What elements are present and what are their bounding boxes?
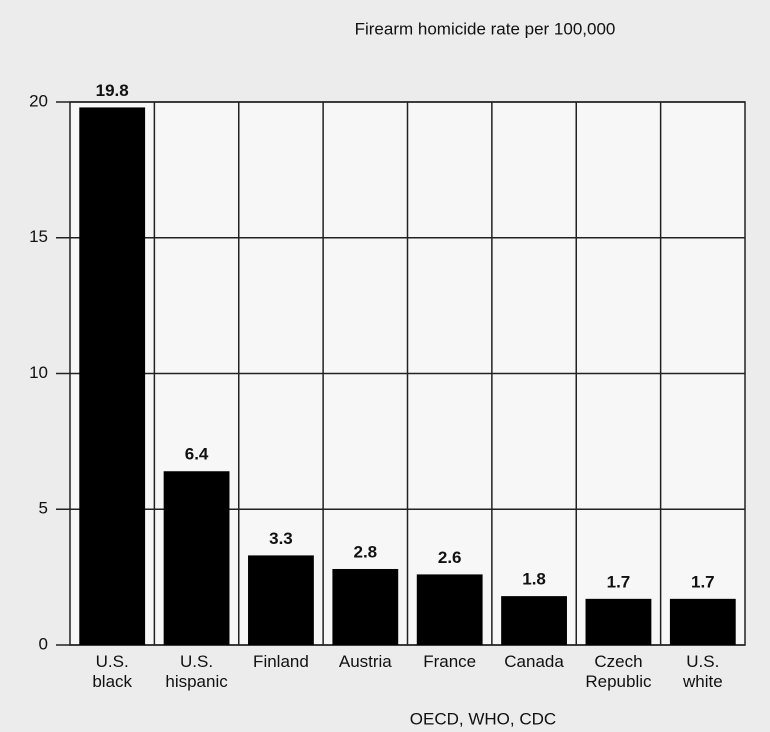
chart-title: Firearm homicide rate per 100,000 [355, 19, 616, 38]
source-note: OECD, WHO, CDC [410, 709, 556, 728]
y-tick-label: 15 [29, 227, 48, 246]
value-label: 19.8 [96, 81, 129, 100]
bar [585, 598, 652, 645]
value-label: 1.7 [607, 572, 631, 591]
value-label: 2.6 [438, 548, 462, 567]
bar [669, 598, 736, 645]
x-tick-label: Czech Republic [585, 652, 652, 691]
value-label: 2.8 [353, 542, 377, 561]
value-label: 1.7 [691, 572, 715, 591]
value-label: 1.8 [522, 570, 546, 589]
y-tick-label: 10 [29, 363, 48, 382]
bar [79, 107, 146, 646]
bar [501, 596, 567, 645]
x-tick-label: U.S. black [92, 652, 133, 691]
value-label: 3.3 [269, 529, 293, 548]
x-tick-label: Finland [253, 652, 309, 671]
bar [416, 574, 483, 645]
x-tick-label: Canada [504, 652, 564, 671]
y-tick-label: 20 [29, 91, 48, 110]
bar [332, 568, 399, 645]
y-tick-label: 0 [39, 634, 48, 653]
x-tick-label: U.S. white [682, 652, 723, 691]
x-tick-label: Austria [338, 652, 392, 671]
x-tick-label: France [423, 652, 477, 671]
bar [248, 555, 314, 645]
x-tick-label: U.S. hispanic [165, 652, 228, 691]
bar [163, 471, 230, 645]
value-label: 6.4 [185, 445, 209, 464]
y-tick-label: 5 [39, 499, 48, 518]
